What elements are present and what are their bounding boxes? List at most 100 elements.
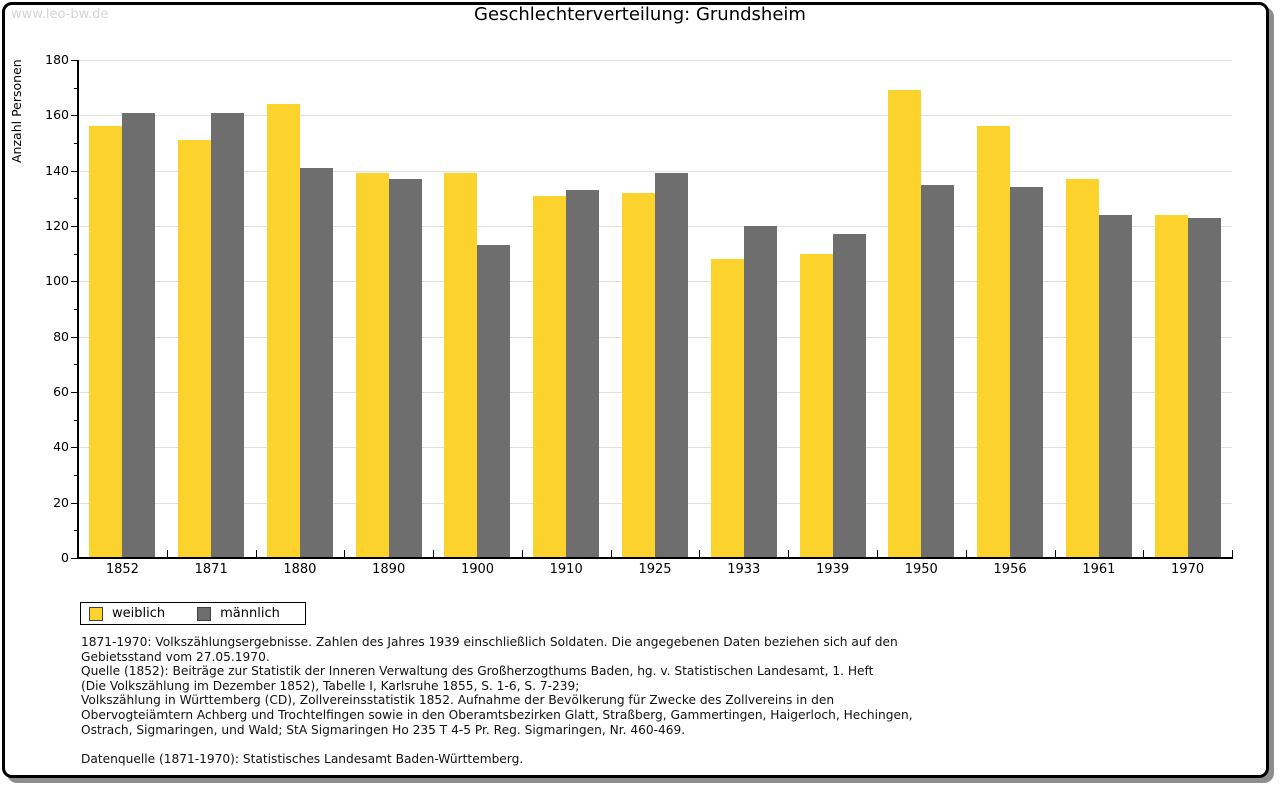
- maennlich-swatch-icon: [197, 606, 212, 621]
- bar-männlich-1933: [743, 225, 777, 558]
- x-axis-boundary-tick-1: [166, 550, 168, 558]
- x-axis-label-1880: 1880: [283, 562, 317, 577]
- bar-weiblich-1970: [1154, 214, 1188, 558]
- bar-männlich-1880: [299, 167, 333, 558]
- bar-group-1880: [256, 60, 345, 558]
- chart-title: Geschlechterverteilung: Grundsheim: [474, 4, 806, 25]
- x-axis-boundary-tick-9: [876, 550, 878, 558]
- bar-weiblich-1871: [178, 140, 212, 558]
- bar-weiblich-1950: [888, 90, 922, 558]
- bar-group-1950: [877, 60, 966, 558]
- bar-group-1890: [344, 60, 433, 558]
- bar-weiblich-1925: [621, 192, 655, 558]
- x-axis-label-1910: 1910: [549, 562, 583, 577]
- x-axis-label-1925: 1925: [638, 562, 672, 577]
- x-axis-boundary-tick-10: [965, 550, 967, 558]
- x-axis-label-1956: 1956: [993, 562, 1027, 577]
- bar-group-1956: [966, 60, 1055, 558]
- y-axis-tick-20: [71, 502, 77, 504]
- bar-weiblich-1852: [89, 126, 123, 558]
- bar-group-1925: [611, 60, 700, 558]
- x-axis-label-1900: 1900: [460, 562, 495, 577]
- x-axis-boundary-tick-0: [78, 550, 79, 558]
- gridline-180: [78, 60, 1232, 61]
- y-axis-tick-120: [71, 226, 77, 227]
- footnotes: 1871-1970: Volkszählungsergebnisse. Zahl…: [81, 635, 913, 766]
- y-axis-tick-160: [71, 115, 77, 117]
- y-axis-tick-60: [71, 392, 77, 393]
- x-axis-label-1852: 1852: [105, 562, 139, 577]
- x-axis-label-1950: 1950: [904, 562, 938, 577]
- y-axis-label-160: 160: [45, 107, 69, 123]
- y-axis-tick-0: [71, 558, 77, 559]
- bar-weiblich-1880: [266, 104, 300, 558]
- footnote-spacer: [81, 737, 913, 752]
- watermark: www.leo-bw.de: [11, 7, 109, 22]
- footnote-line-4: (Die Volkszählung im Dezember 1852), Tab…: [81, 678, 580, 693]
- gridline-140: [78, 170, 1232, 172]
- y-axis-tick-50: [74, 419, 77, 421]
- x-axis-label-1939: 1939: [816, 562, 850, 577]
- bar-männlich-1961: [1098, 214, 1132, 558]
- bar-männlich-1852: [122, 112, 156, 558]
- y-axis-tick-110: [74, 253, 77, 255]
- bar-group-1871: [167, 60, 256, 558]
- legend-item-weiblich: weiblich: [89, 606, 165, 621]
- bar-weiblich-1933: [710, 259, 744, 558]
- bar-männlich-1939: [832, 234, 866, 558]
- x-axis-label-1871: 1871: [194, 562, 228, 577]
- y-axis-label-100: 100: [45, 273, 69, 289]
- legend-label-maennlich: männlich: [220, 606, 280, 621]
- x-axis-label-1890: 1890: [372, 562, 406, 577]
- plot-area: [78, 60, 1232, 558]
- y-axis-tick-90: [74, 309, 77, 310]
- footnote-line-3: Quelle (1852): Beiträge zur Statistik de…: [81, 664, 874, 679]
- footnote-line-7: Ostrach, Sigmaringen, und Wald; StA Sigm…: [81, 722, 686, 737]
- x-axis-boundary-tick-7: [699, 550, 701, 558]
- x-axis-boundary-tick-5: [521, 550, 523, 558]
- bar-group-1910: [522, 60, 611, 558]
- bar-group-1852: [78, 60, 167, 558]
- y-axis-label-0: 0: [61, 550, 69, 565]
- x-axis-boundary-tick-2: [255, 550, 257, 558]
- bar-group-1900: [433, 60, 522, 558]
- y-axis-tick-150: [74, 143, 77, 144]
- bar-männlich-1910: [566, 190, 600, 558]
- bar-männlich-1925: [654, 173, 688, 558]
- x-axis-boundary-tick-12: [1143, 550, 1145, 558]
- bar-männlich-1950: [921, 184, 955, 558]
- y-axis-label-140: 140: [45, 162, 69, 178]
- bar-weiblich-1910: [533, 195, 567, 558]
- x-axis-line: [77, 557, 1233, 559]
- x-axis-boundary-tick-8: [788, 550, 790, 558]
- bar-männlich-1970: [1187, 217, 1221, 558]
- y-axis-tick-70: [74, 364, 77, 366]
- x-axis-boundary-tick-3: [344, 550, 346, 558]
- y-axis-tick-180: [71, 60, 77, 61]
- weiblich-swatch-icon: [89, 606, 103, 621]
- y-axis-tick-130: [74, 198, 77, 200]
- y-axis-tick-80: [71, 336, 77, 338]
- y-axis-tick-100: [71, 281, 77, 283]
- bar-männlich-1871: [211, 112, 245, 558]
- y-axis-label-40: 40: [53, 439, 69, 455]
- bar-weiblich-1956: [977, 126, 1011, 558]
- x-axis-label-1933: 1933: [727, 562, 761, 577]
- x-axis-boundary-tick-6: [610, 550, 612, 558]
- y-axis-tick-30: [74, 475, 77, 476]
- y-axis-label-180: 180: [45, 52, 69, 67]
- y-axis-label-120: 120: [45, 218, 69, 233]
- y-axis-label-60: 60: [53, 384, 69, 399]
- footnote-line-2: Gebietsstand vom 27.05.1970.: [81, 649, 270, 664]
- y-axis-tick-10: [74, 530, 77, 532]
- gridline-160: [78, 115, 1232, 117]
- x-axis-boundary-tick-4: [433, 550, 435, 558]
- footnote-line-9: Datenquelle (1871-1970): Statistisches L…: [81, 751, 524, 766]
- footnote-line-5: Volkszählung in Württemberg (CD), Zollve…: [81, 693, 835, 708]
- footnote-line-6: Obervogteiämtern Achberg und Trochtelfin…: [81, 707, 913, 722]
- y-axis-tick-140: [71, 170, 77, 172]
- bar-weiblich-1961: [1065, 178, 1099, 558]
- bar-weiblich-1900: [444, 173, 478, 558]
- y-axis-tick-170: [74, 87, 77, 89]
